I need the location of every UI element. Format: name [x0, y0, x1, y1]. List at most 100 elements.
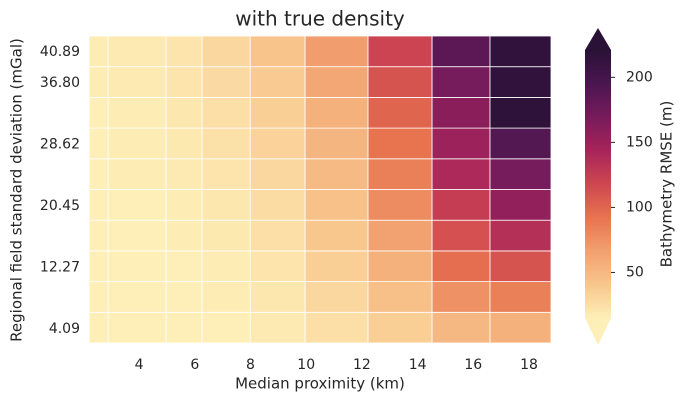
- colorbar-extend-max: [585, 28, 611, 50]
- heatmap-cell: [249, 35, 306, 68]
- heatmap-cell: [88, 189, 109, 221]
- x-axis-label: Median proximity (km): [235, 375, 405, 393]
- heatmap-cell: [431, 219, 491, 252]
- heatmap-cell: [88, 250, 109, 282]
- heatmap-cell: [304, 219, 369, 252]
- heatmap-cell: [431, 250, 491, 282]
- heatmap-cell: [201, 35, 251, 68]
- heatmap-cell: [431, 311, 491, 344]
- heatmap-cell: [201, 281, 251, 313]
- heatmap-cell: [201, 158, 251, 190]
- heatmap-cell: [249, 219, 306, 252]
- heatmap-cell: [107, 250, 167, 282]
- heatmap-cell: [489, 35, 552, 68]
- heatmap-cell: [165, 281, 203, 313]
- heatmap-cell: [489, 250, 552, 282]
- y-tick-label: 4.09: [49, 321, 80, 337]
- heatmap-cell: [88, 35, 109, 68]
- heatmap-cell: [201, 311, 251, 344]
- x-tick-label: 10: [297, 357, 315, 373]
- heatmap-cell: [201, 189, 251, 221]
- heatmap-cell: [304, 189, 369, 221]
- chart-title: with true density: [235, 7, 405, 31]
- heatmap-cell: [489, 127, 552, 160]
- heatmap-cell: [304, 127, 369, 160]
- heatmap-cell: [367, 66, 433, 98]
- heatmap-cell: [165, 97, 203, 129]
- y-tick-label: 40.89: [40, 44, 80, 60]
- heatmap-cell: [367, 219, 433, 252]
- heatmap-cell: [107, 219, 167, 252]
- heatmap-cell: [88, 311, 109, 344]
- heatmap-cell: [88, 66, 109, 98]
- colorbar-tick-label: 200: [626, 69, 653, 85]
- x-tick-label: 18: [520, 357, 538, 373]
- heatmap-cell: [489, 281, 552, 313]
- heatmap-cell: [431, 127, 491, 160]
- heatmap-cell: [367, 281, 433, 313]
- heatmap-cell: [88, 158, 109, 190]
- heatmap-cell: [431, 35, 491, 68]
- heatmap-cell: [431, 97, 491, 129]
- heatmap-cell: [249, 281, 306, 313]
- heatmap-cell: [107, 311, 167, 344]
- heatmap-cell: [165, 311, 203, 344]
- heatmap-cell: [367, 97, 433, 129]
- heatmap-cell: [367, 189, 433, 221]
- x-tick-label: 16: [464, 357, 482, 373]
- heatmap-cell: [304, 250, 369, 282]
- heatmap-cell: [201, 250, 251, 282]
- heatmap-cell: [165, 66, 203, 98]
- heatmap-cell: [88, 127, 109, 160]
- heatmap-cell: [201, 97, 251, 129]
- colorbar-extend-min: [585, 318, 611, 345]
- y-tick-label: 36.80: [40, 75, 80, 91]
- colorbar-tick-label: 150: [626, 134, 653, 150]
- x-tick-label: 12: [353, 357, 371, 373]
- heatmap-cell: [165, 250, 203, 282]
- heatmap-cell: [249, 158, 306, 190]
- heatmap-cell: [304, 97, 369, 129]
- colorbar-tick-label: 50: [626, 264, 644, 280]
- heatmap-cell: [249, 66, 306, 98]
- x-tick-label: 4: [135, 357, 144, 373]
- heatmap-cell: [431, 66, 491, 98]
- heatmap-cell: [88, 219, 109, 252]
- heatmap-cell: [367, 158, 433, 190]
- heatmap-cell: [165, 189, 203, 221]
- heatmap-cell: [367, 311, 433, 344]
- heatmap-cell: [249, 311, 306, 344]
- heatmap-cell: [489, 311, 552, 344]
- heatmap-cell: [304, 158, 369, 190]
- heatmap-cell: [304, 66, 369, 98]
- heatmap-cell: [304, 311, 369, 344]
- heatmap-cell: [431, 158, 491, 190]
- heatmap-cell: [367, 35, 433, 68]
- heatmap-cell: [107, 189, 167, 221]
- heatmap-cell: [107, 127, 167, 160]
- heatmap-cell: [201, 66, 251, 98]
- heatmap-cell: [165, 219, 203, 252]
- y-axis-label: Regional field standard deviation (mGal): [8, 38, 26, 342]
- x-tick-label: 14: [409, 357, 427, 373]
- heatmap-cell: [489, 189, 552, 221]
- heatmap-cell: [107, 281, 167, 313]
- heatmap-cell: [431, 189, 491, 221]
- heatmap-cell: [107, 158, 167, 190]
- heatmap-cell: [201, 127, 251, 160]
- heatmap-cell: [489, 66, 552, 98]
- y-tick-label: 12.27: [40, 259, 80, 275]
- heatmap-cell: [107, 97, 167, 129]
- heatmap-cell: [165, 127, 203, 160]
- heatmap-cell: [367, 250, 433, 282]
- heatmap-cell: [489, 158, 552, 190]
- heatmap-cell: [107, 66, 167, 98]
- heatmap-cell: [431, 281, 491, 313]
- heatmap-cell: [304, 35, 369, 68]
- heatmap-cell: [489, 97, 552, 129]
- x-tick-label: 6: [190, 357, 199, 373]
- colorbar-label: Bathymetry RMSE (m): [658, 101, 676, 268]
- y-tick-label: 20.45: [40, 198, 80, 214]
- heatmap-cell: [165, 35, 203, 68]
